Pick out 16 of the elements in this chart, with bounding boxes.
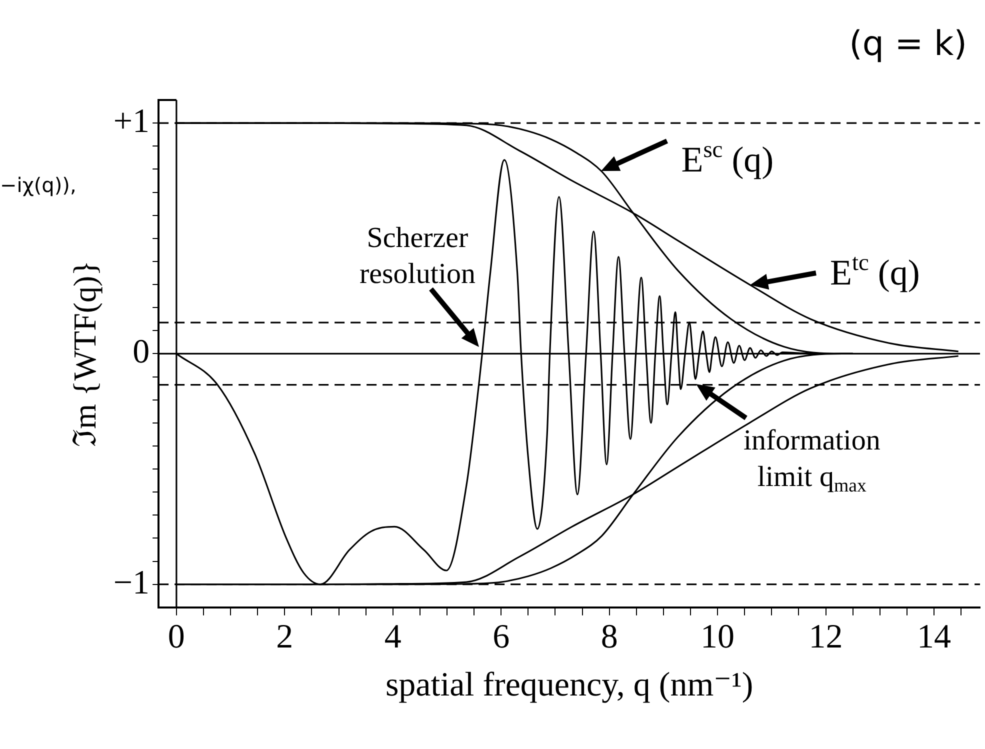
x-tick-label: 6 bbox=[492, 618, 510, 656]
x-axis-title: spatial frequency, q (nm⁻¹) bbox=[385, 666, 754, 704]
y-axis-title: ℑm {WTF(q)} bbox=[66, 260, 103, 447]
y-tick-label: +1 bbox=[113, 102, 150, 140]
text: (q = k) bbox=[849, 24, 967, 64]
x-tick-label: 4 bbox=[384, 618, 402, 656]
x-tick-label: 12 bbox=[808, 618, 843, 656]
y-tick-label: −1 bbox=[113, 564, 150, 602]
x-tick-label: 2 bbox=[276, 618, 294, 656]
x-tick-label: 10 bbox=[700, 618, 735, 656]
annotation: Scherzer resolution bbox=[359, 222, 476, 290]
y-tick-label: 0 bbox=[132, 334, 150, 371]
x-tick-label: 0 bbox=[168, 618, 185, 656]
x-tick-label: 8 bbox=[600, 618, 618, 656]
text: −iχ(q)), bbox=[0, 173, 76, 197]
x-tick-label: 14 bbox=[917, 618, 952, 656]
